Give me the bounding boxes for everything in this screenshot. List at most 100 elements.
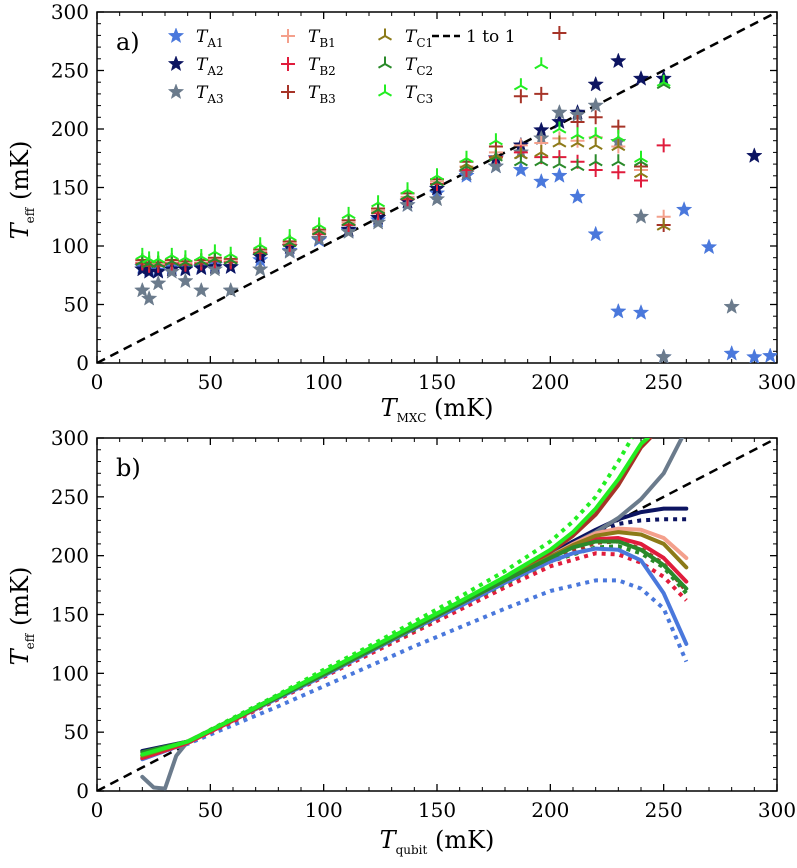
legend: TA1 TA2 TA3 TB1 TB2 TB3 TC1 TC2 TC3 1 to 1 (167, 27, 516, 106)
data-point (193, 281, 210, 298)
data-point (587, 225, 604, 242)
panel-a-y-axis-title: Teff (mK) (6, 141, 37, 240)
y-tick-label: 0 (76, 779, 89, 803)
data-point (341, 206, 356, 220)
data-point (656, 138, 671, 153)
x-tick-label: 200 (531, 370, 569, 394)
legend-label: TB2 (308, 55, 336, 78)
data-point (632, 208, 650, 224)
data-point (251, 260, 269, 277)
data-point (569, 188, 586, 204)
legend-label: TA3 (196, 83, 224, 106)
panel-b-x-axis-title: Tqubit (mK) (380, 826, 495, 857)
data-point (140, 289, 158, 306)
data-point (223, 246, 238, 259)
legend-label: TC1 (405, 27, 433, 50)
data-point (551, 167, 568, 183)
data-point (675, 200, 693, 217)
data-point (588, 137, 603, 150)
x-tick-label: 150 (418, 798, 456, 822)
y-tick-label: 100 (51, 234, 89, 258)
data-point (488, 133, 503, 146)
data-point (656, 218, 671, 231)
data-point (533, 172, 550, 189)
data-point (534, 154, 549, 167)
legend-label: TB1 (308, 27, 336, 50)
y-tick-label: 0 (76, 351, 89, 375)
curve-t-c2 (140, 539, 689, 755)
legend-marker-t-b3 (281, 85, 295, 99)
data-point (552, 135, 567, 148)
data-point (588, 162, 603, 177)
curve-t-a1-dotted (141, 578, 689, 761)
data-point (459, 158, 474, 172)
data-point (723, 344, 740, 361)
data-point (570, 127, 585, 140)
data-point (312, 217, 327, 230)
data-point (487, 157, 505, 174)
legend-label: TC3 (405, 83, 433, 106)
legend-marker-t-a1 (167, 27, 185, 44)
data-point (400, 182, 415, 195)
legend-marker-t-c3 (377, 84, 393, 97)
x-tick-label: 250 (645, 370, 683, 394)
data-point (634, 166, 648, 179)
y-tick-label: 150 (51, 176, 89, 200)
data-point (634, 150, 648, 163)
data-point (656, 74, 671, 87)
data-point (163, 262, 181, 279)
data-point (611, 154, 626, 167)
legend-label: 1 to 1 (466, 27, 516, 47)
x-tick-label: 0 (91, 798, 104, 822)
data-point (610, 52, 627, 69)
curve-t-c3 (140, 438, 650, 757)
y-tick-label: 100 (51, 661, 89, 685)
data-point (552, 121, 567, 134)
data-point (194, 248, 209, 262)
y-tick-label: 50 (64, 720, 89, 744)
data-point (513, 147, 528, 160)
data-point (178, 250, 193, 263)
data-point (588, 154, 603, 167)
legend-marker-t-c2 (377, 56, 393, 69)
data-point (429, 168, 445, 181)
data-point (206, 260, 224, 277)
data-point (570, 158, 585, 172)
data-point (632, 303, 650, 320)
panel-a-ticks: 00 50 50 100 100 150 150 200 200 250 250 300 300 (51, 0, 796, 394)
series-t-a3 (134, 96, 740, 363)
data-point (459, 150, 474, 163)
data-point (570, 135, 585, 148)
legend-label: TA1 (196, 27, 224, 50)
legend-label: TA2 (196, 55, 224, 78)
data-point (655, 348, 672, 363)
data-point (570, 114, 585, 129)
legend-label: TC2 (405, 55, 433, 78)
curve-t-b3 (140, 438, 653, 758)
legend-marker-t-a3 (167, 83, 185, 100)
data-point (207, 244, 222, 257)
data-point (588, 110, 603, 125)
panel-b-plot-area (97, 438, 777, 791)
y-tick-label: 150 (51, 603, 89, 627)
data-point (587, 96, 604, 113)
data-point (634, 173, 648, 188)
data-point (513, 89, 528, 104)
data-point (700, 238, 718, 255)
data-point (164, 247, 179, 260)
data-point (611, 129, 626, 142)
data-point (610, 302, 627, 319)
panel-a-x-axis-title: TMXC (mK) (381, 394, 494, 425)
x-tick-label: 250 (645, 798, 683, 822)
data-point (723, 298, 740, 314)
y-tick-label: 250 (51, 59, 89, 83)
data-point (177, 272, 194, 289)
x-tick-label: 300 (758, 370, 796, 394)
y-tick-label: 50 (64, 293, 89, 317)
y-tick-label: 300 (51, 426, 89, 450)
x-tick-label: 300 (758, 798, 796, 822)
data-point (151, 251, 166, 264)
